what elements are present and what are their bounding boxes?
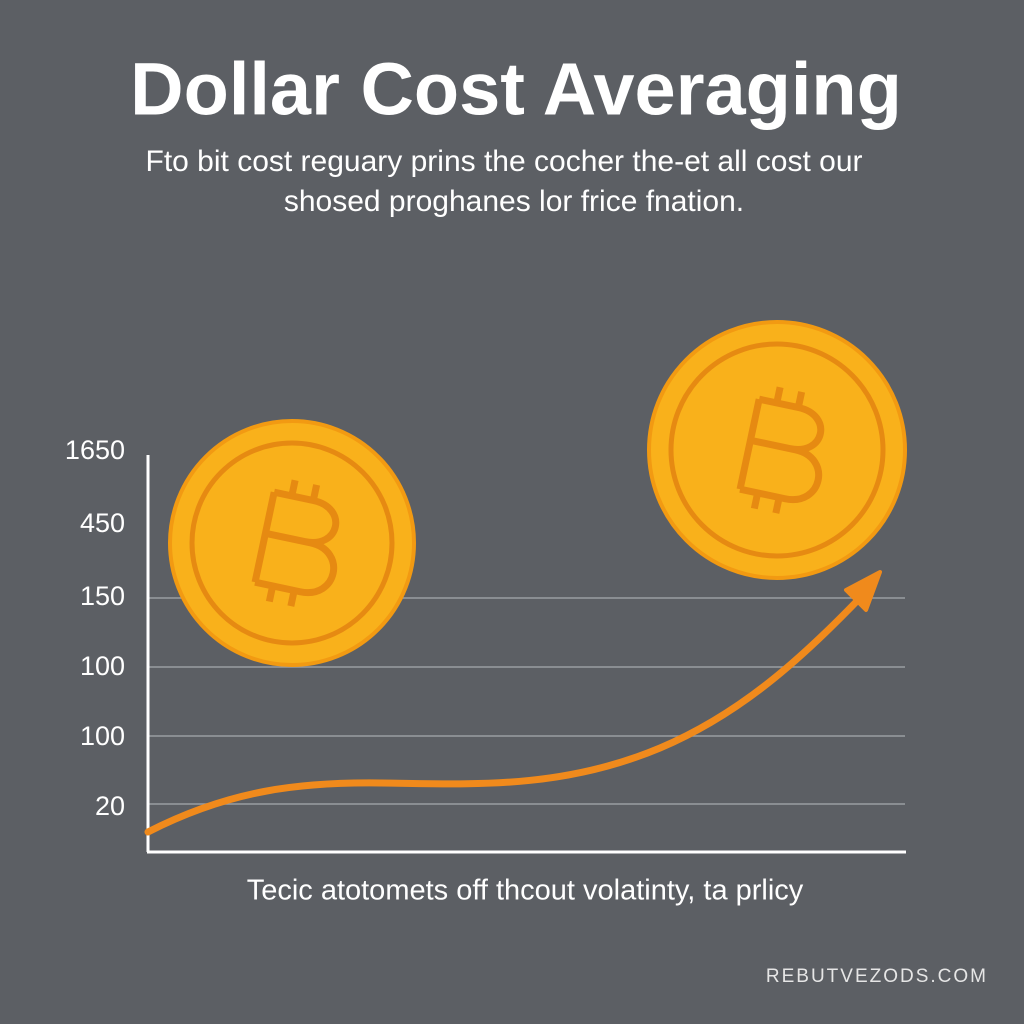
axis-label: 100: [80, 721, 125, 751]
growth-arrow: [144, 570, 882, 836]
subtitle-line: Fto bit cost reguary prins the cocher th…: [146, 145, 863, 178]
caption: Tecic atotomets off thcout volatinty, ta…: [247, 875, 804, 907]
axis-labels: 1650 450 150 100 100 20: [65, 435, 125, 821]
axis-label: 100: [80, 651, 125, 681]
subtitle-line: shosed proghanes lor frice fnation.: [284, 185, 744, 218]
title: Dollar Cost Averaging: [130, 48, 902, 131]
coin: [168, 419, 416, 667]
coin: [647, 320, 907, 580]
grid-lines: [148, 597, 905, 805]
axis-label: 20: [95, 791, 125, 821]
axis-label: 1650: [65, 435, 125, 465]
axis-label: 450: [80, 508, 125, 538]
watermark: REBUTVEZODS.COM: [766, 966, 988, 987]
axis-label: 150: [80, 581, 125, 611]
